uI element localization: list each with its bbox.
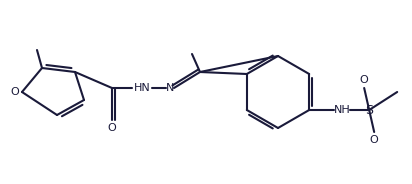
Text: O: O: [360, 75, 369, 85]
Text: HN: HN: [133, 83, 150, 93]
Text: O: O: [370, 135, 379, 145]
Text: O: O: [108, 123, 116, 133]
Text: S: S: [365, 103, 373, 116]
Text: O: O: [11, 87, 19, 97]
Text: N: N: [166, 83, 174, 93]
Text: NH: NH: [334, 105, 351, 115]
